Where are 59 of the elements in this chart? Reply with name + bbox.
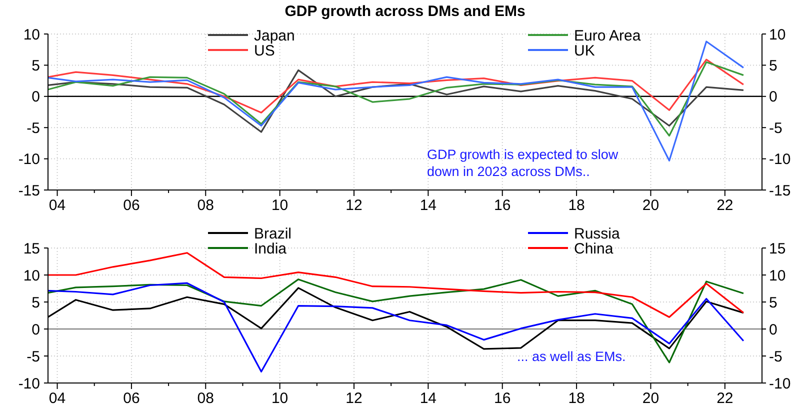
x-tick-label: 12 (346, 390, 362, 407)
x-tick-label: 06 (123, 390, 140, 407)
line-series (48, 61, 744, 137)
y2-tick-label: 5 (769, 57, 778, 74)
y2-tick-label: 0 (769, 88, 778, 106)
y2-tick-label: 0 (769, 321, 778, 338)
y2-tick-label: -10 (769, 151, 791, 168)
x-tick-label: 06 (123, 197, 140, 214)
legend-label: US (254, 42, 275, 60)
x-tick-label: 10 (271, 390, 288, 407)
y2-tick-label: -5 (769, 348, 782, 366)
legend-label: UK (574, 42, 595, 60)
legend-label: Brazil (254, 225, 292, 242)
y2-tick-label: 5 (769, 294, 778, 312)
x-tick-label: 04 (48, 197, 66, 214)
annotation: ... as well as EMs. (517, 348, 627, 365)
y-tick-label: 15 (23, 240, 40, 258)
x-tick-label: 18 (568, 390, 585, 407)
x-tick-label: 20 (642, 197, 660, 214)
line-series (48, 69, 744, 133)
legend-label: Japan (254, 27, 295, 44)
y-tick-label: -10 (18, 151, 40, 168)
x-tick-label: 14 (420, 197, 437, 214)
y2-tick-label: -10 (769, 375, 791, 392)
x-tick-label: 18 (568, 197, 585, 214)
y-tick-label: -15 (18, 182, 40, 200)
x-tick-label: 22 (716, 197, 734, 214)
y2-tick-label: 15 (769, 240, 786, 258)
y-tick-label: -10 (18, 375, 40, 392)
y-tick-label: 0 (32, 321, 40, 338)
y-tick-label: 5 (32, 57, 40, 74)
y2-tick-label: -5 (769, 120, 782, 137)
y2-tick-label: 10 (769, 267, 786, 284)
x-tick-label: 08 (197, 390, 214, 407)
x-tick-label: 16 (494, 390, 511, 407)
y-tick-label: 10 (23, 26, 40, 44)
x-tick-label: 22 (716, 390, 734, 407)
y-tick-label: 10 (23, 267, 40, 284)
y2-tick-label: 10 (769, 26, 786, 44)
y-tick-label: 5 (32, 294, 40, 312)
legend-label: China (574, 240, 614, 258)
line-series (48, 252, 744, 318)
y-tick-label: 0 (32, 88, 40, 106)
x-tick-label: 20 (642, 390, 660, 407)
y-tick-label: -5 (26, 120, 40, 137)
line-series (48, 58, 744, 114)
legend-label: India (254, 240, 288, 258)
y2-tick-label: -15 (769, 182, 791, 200)
annotation: GDP growth is expected to slow down in 2023 across DMs.. (427, 146, 620, 180)
x-tick-label: 08 (197, 197, 214, 214)
chart-title: GDP growth across DMs and EMs (284, 3, 526, 20)
x-tick-label: 12 (346, 197, 362, 214)
x-tick-label: 16 (494, 197, 511, 214)
legend-label: Russia (574, 225, 621, 242)
x-tick-label: 04 (48, 390, 66, 407)
y-tick-label: -5 (26, 348, 40, 366)
x-tick-label: 14 (420, 390, 437, 407)
x-tick-label: 10 (271, 197, 288, 214)
legend-label: Euro Area (574, 27, 642, 44)
